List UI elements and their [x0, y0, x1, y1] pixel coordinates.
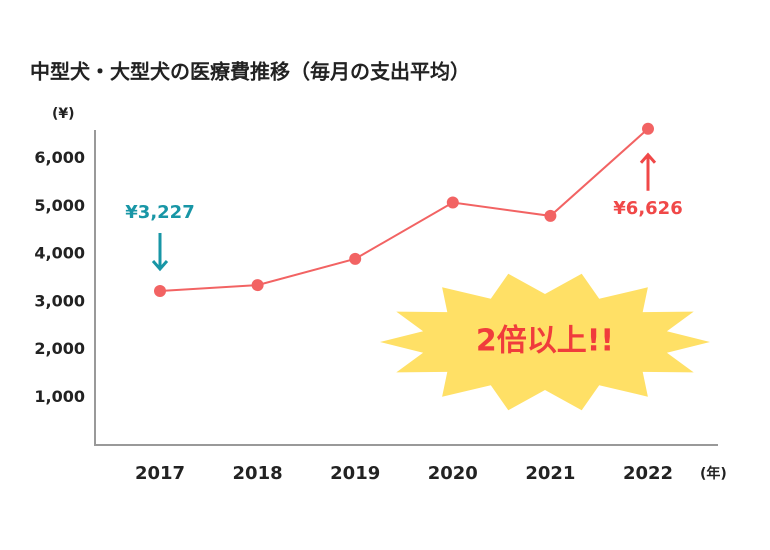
x-axis-label: (年) — [700, 465, 727, 482]
y-tick-label: 3,000 — [34, 291, 85, 310]
point — [642, 122, 654, 135]
axis — [94, 130, 718, 446]
y-tick-label: 4,000 — [34, 244, 85, 263]
y-tick-label: 6,000 — [34, 148, 85, 167]
point — [154, 284, 166, 297]
x-tick-label: 2018 — [233, 463, 283, 484]
starburst — [380, 273, 710, 411]
value-label: ¥3,227 — [125, 202, 194, 223]
x-tick-label: 2022 — [623, 463, 673, 484]
annotation: 2倍以上!! — [476, 324, 614, 359]
arrow-head — [151, 259, 169, 272]
y-tick-label: 1,000 — [34, 387, 85, 406]
line — [159, 128, 649, 292]
y-tick-label: 2,000 — [34, 339, 85, 358]
arrow-head — [639, 152, 657, 164]
point — [349, 252, 362, 265]
point — [544, 209, 557, 222]
y-tick-label: 5,000 — [34, 196, 85, 215]
x-tick-label: 2017 — [135, 463, 185, 484]
x-tick-label: 2021 — [525, 463, 575, 484]
x-tick-label: 2019 — [330, 463, 380, 484]
point — [446, 196, 459, 209]
value-label: ¥6,626 — [613, 198, 682, 219]
y-axis-label: (¥) — [52, 106, 75, 122]
chart-title: 中型犬・大型犬の医療費推移（毎月の支出平均） — [30, 60, 470, 84]
point — [251, 279, 264, 292]
x-tick-label: 2020 — [428, 463, 478, 484]
